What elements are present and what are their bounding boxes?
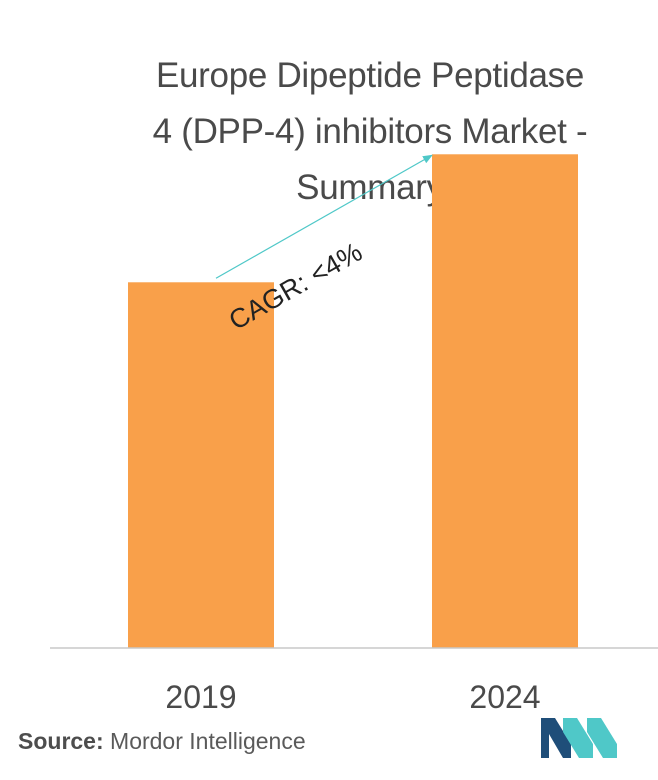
bars-group bbox=[128, 154, 578, 649]
chart-title-line-2: 4 (DPP-4) inhibitors Market - bbox=[152, 112, 588, 151]
x-tick-label-2024: 2024 bbox=[469, 679, 540, 715]
x-tick-label-2019: 2019 bbox=[165, 679, 236, 715]
source-note: Source: Mordor Intelligence bbox=[18, 728, 306, 755]
logo-right-shape bbox=[587, 718, 617, 758]
mordor-intelligence-logo-icon bbox=[541, 718, 617, 758]
chart-title-line-1: Europe Dipeptide Peptidase bbox=[155, 56, 585, 95]
chart-title: Europe Dipeptide Peptidase 4 (DPP-4) inh… bbox=[90, 48, 650, 216]
logo-left-shape bbox=[541, 718, 571, 758]
source-label: Source: bbox=[18, 728, 104, 754]
cagr-arrow bbox=[215, 154, 433, 279]
source-text: Mordor Intelligence bbox=[110, 728, 306, 754]
logo-mid-shape bbox=[563, 718, 593, 758]
bar-2024 bbox=[432, 154, 578, 649]
bar-2019 bbox=[128, 282, 274, 648]
x-tick-labels: 2019 2024 bbox=[165, 679, 540, 715]
chart-title-line-3: Summary bbox=[296, 168, 444, 207]
